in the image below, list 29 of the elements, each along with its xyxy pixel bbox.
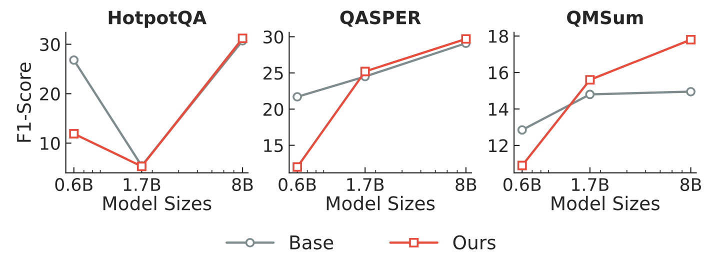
y-tick-label: 20 <box>264 102 284 116</box>
x-tick-label: 1.7B <box>124 178 160 191</box>
x-tick-label: 8B <box>456 178 476 192</box>
x-tick-label: 0.6B <box>55 178 92 192</box>
y-tick-label: 12 <box>489 139 508 152</box>
y-tick-label: 20 <box>40 87 60 101</box>
x-axis-title: Model Sizes <box>326 196 435 210</box>
y-tick-label: 16 <box>489 66 508 80</box>
y-tick-label: 25 <box>264 66 283 80</box>
x-tick-label: 1.7B <box>347 178 384 191</box>
x-axis-title: Model Sizes <box>103 196 212 210</box>
legend-label: Ours <box>453 235 496 250</box>
chart-title: QASPER <box>340 10 421 27</box>
x-tick-label: 1.7B <box>572 178 608 191</box>
x-tick-label: 0.6B <box>278 178 316 192</box>
x-tick-label: 8B <box>232 178 253 192</box>
chart-title: HotpotQA <box>108 10 207 28</box>
y-tick-label: 14 <box>489 102 508 116</box>
chart-title: QMSum <box>567 10 643 27</box>
y-tick-label: 15 <box>264 139 283 152</box>
y-tick-label: 30 <box>40 38 60 52</box>
x-tick-label: 8B <box>680 178 702 192</box>
legend-label: Base <box>290 236 334 250</box>
y-tick-label: 10 <box>40 136 60 150</box>
y-tick-label: 30 <box>264 30 284 44</box>
y-axis-title: F1-Score <box>16 62 32 142</box>
x-tick-label: 0.6B <box>504 178 541 192</box>
y-tick-label: 18 <box>489 30 508 43</box>
x-axis-title: Model Sizes <box>552 196 660 210</box>
